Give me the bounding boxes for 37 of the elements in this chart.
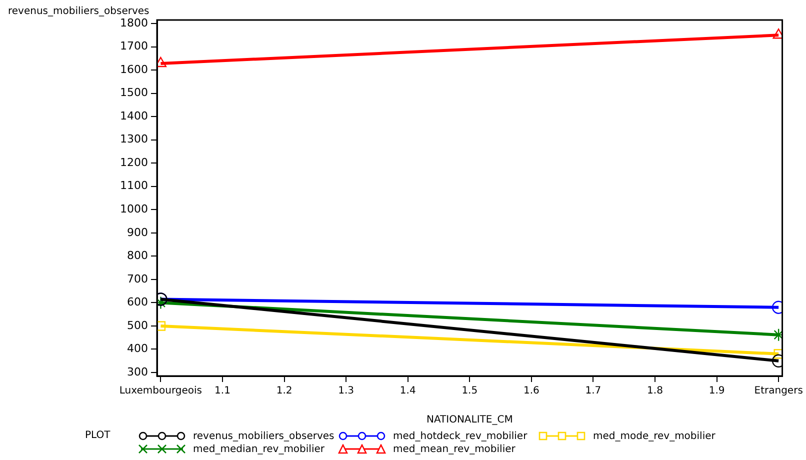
y-tick-label: 300: [127, 365, 148, 378]
x-axis-title: NATIONALITE_CM: [426, 414, 513, 426]
y-tick-label: 400: [127, 342, 148, 356]
y-axis-title: revenus_mobiliers_observes: [8, 6, 150, 17]
point: [774, 349, 782, 359]
legend-label: med_hotdeck_rev_mobilier: [393, 430, 528, 442]
x-tick-label: 1.5: [462, 386, 478, 397]
legend-label: med_mean_rev_mobilier: [393, 444, 516, 454]
x-tick-label: Luxembourgeois: [119, 386, 202, 397]
x-tick-label: 1.7: [585, 386, 602, 397]
legend-label: revenus_mobiliers_observes: [193, 430, 334, 442]
x-tick-label: 1.1: [214, 386, 230, 397]
y-tick-label: 1300: [120, 132, 148, 146]
point: [157, 321, 166, 331]
x-tick-label: 1.8: [647, 386, 663, 397]
y-tick-label: 900: [127, 226, 148, 239]
x-tick-label: 1.3: [338, 386, 354, 397]
y-tick-label: 700: [127, 272, 148, 286]
legend-label: med_median_rev_mobilier: [193, 444, 324, 454]
x-tick-label: 1.9: [708, 386, 725, 397]
y-tick-label: 1400: [120, 109, 148, 122]
legend-title: PLOT: [85, 430, 112, 443]
y-tick-label: 500: [127, 318, 148, 332]
y-tick-label: 1500: [120, 86, 148, 100]
legend-label: med_mode_rev_mobilier: [593, 430, 716, 442]
y-tick-label: 1600: [120, 62, 148, 76]
y-tick-label: 1700: [120, 40, 148, 53]
y-tick-label: 1200: [120, 156, 148, 169]
y-tick-label: 600: [127, 296, 148, 309]
y-tick-label: 1000: [120, 202, 148, 216]
y-tick-label: 800: [127, 249, 148, 262]
x-tick-label: 1.6: [523, 386, 540, 397]
x-tick-label: Etrangers: [754, 386, 803, 397]
x-tick-label: 1.2: [276, 386, 292, 397]
x-tick-label: 1.4: [400, 386, 416, 397]
y-tick-label: 1800: [120, 16, 148, 30]
y-tick-label: 1100: [120, 179, 148, 192]
